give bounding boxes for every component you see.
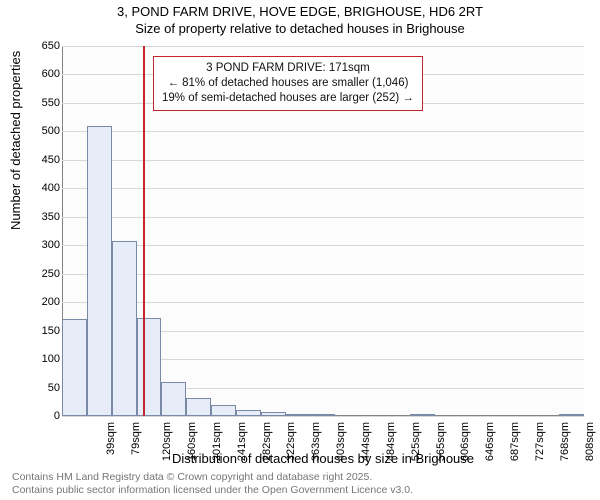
x-tick-label: 160sqm	[186, 422, 198, 461]
histogram-bar	[286, 414, 311, 416]
grid-line	[62, 188, 584, 189]
histogram-bar	[137, 318, 162, 416]
y-tick-label: 150	[24, 325, 60, 337]
histogram-bar	[87, 126, 112, 416]
callout-line-3: 19% of semi-detached houses are larger (…	[162, 91, 414, 106]
x-tick-label: 687sqm	[509, 422, 521, 461]
grid-line	[62, 160, 584, 161]
histogram-bar	[236, 410, 261, 416]
x-tick-label: 403sqm	[335, 422, 347, 461]
histogram-bar	[186, 398, 211, 416]
y-tick-label: 350	[24, 211, 60, 223]
y-tick-label: 550	[24, 97, 60, 109]
x-tick-label: 484sqm	[385, 422, 397, 461]
histogram-bar	[161, 382, 186, 416]
grid-line	[62, 274, 584, 275]
plot-area: 3 POND FARM DRIVE: 171sqm← 81% of detach…	[62, 46, 584, 416]
x-tick-label: 201sqm	[211, 422, 223, 461]
chart-title-line2: Size of property relative to detached ho…	[0, 21, 600, 38]
x-tick-label: 39sqm	[105, 422, 117, 455]
histogram-bar	[311, 414, 336, 416]
grid-line	[62, 416, 584, 417]
x-tick-label: 241sqm	[236, 422, 248, 461]
histogram-bar	[112, 241, 137, 416]
grid-line	[62, 245, 584, 246]
grid-line	[62, 217, 584, 218]
y-tick-label: 0	[24, 410, 60, 422]
histogram-bar	[261, 412, 286, 416]
x-tick-label: 565sqm	[435, 422, 447, 461]
histogram-bar	[559, 414, 584, 416]
y-tick-label: 500	[24, 125, 60, 137]
y-tick-label: 50	[24, 382, 60, 394]
marker-line	[143, 46, 145, 416]
y-tick-label: 450	[24, 154, 60, 166]
chart-title-line1: 3, POND FARM DRIVE, HOVE EDGE, BRIGHOUSE…	[0, 4, 600, 21]
callout-line-2: ← 81% of detached houses are smaller (1,…	[162, 76, 414, 91]
x-tick-label: 606sqm	[460, 422, 472, 461]
grid-line	[62, 302, 584, 303]
grid-line	[62, 131, 584, 132]
footer-line2: Contains public sector information licen…	[12, 484, 413, 498]
x-tick-label: 646sqm	[484, 422, 496, 461]
x-tick-label: 282sqm	[261, 422, 273, 461]
footer-line1: Contains HM Land Registry data © Crown c…	[12, 471, 413, 485]
x-tick-label: 120sqm	[161, 422, 173, 461]
chart-title-block: 3, POND FARM DRIVE, HOVE EDGE, BRIGHOUSE…	[0, 0, 600, 38]
histogram-bar	[410, 414, 435, 416]
callout-box: 3 POND FARM DRIVE: 171sqm← 81% of detach…	[153, 56, 423, 111]
y-tick-label: 250	[24, 268, 60, 280]
y-axis-label: Number of detached properties	[8, 51, 23, 230]
x-tick-label: 363sqm	[310, 422, 322, 461]
x-tick-label: 525sqm	[410, 422, 422, 461]
histogram-bar	[211, 405, 236, 416]
x-tick-label: 808sqm	[584, 422, 596, 461]
y-tick-label: 100	[24, 353, 60, 365]
y-tick-label: 300	[24, 239, 60, 251]
x-tick-label: 79sqm	[130, 422, 142, 455]
x-tick-label: 727sqm	[534, 422, 546, 461]
chart-container: 3, POND FARM DRIVE, HOVE EDGE, BRIGHOUSE…	[0, 0, 600, 500]
grid-line	[62, 46, 584, 47]
y-tick-label: 200	[24, 296, 60, 308]
callout-line-1: 3 POND FARM DRIVE: 171sqm	[162, 61, 414, 76]
footer-attribution: Contains HM Land Registry data © Crown c…	[12, 471, 413, 498]
x-tick-label: 768sqm	[559, 422, 571, 461]
x-tick-label: 322sqm	[286, 422, 298, 461]
y-tick-label: 600	[24, 68, 60, 80]
y-tick-label: 650	[24, 40, 60, 52]
x-tick-label: 444sqm	[360, 422, 372, 461]
y-tick-label: 400	[24, 182, 60, 194]
histogram-bar	[62, 319, 87, 416]
